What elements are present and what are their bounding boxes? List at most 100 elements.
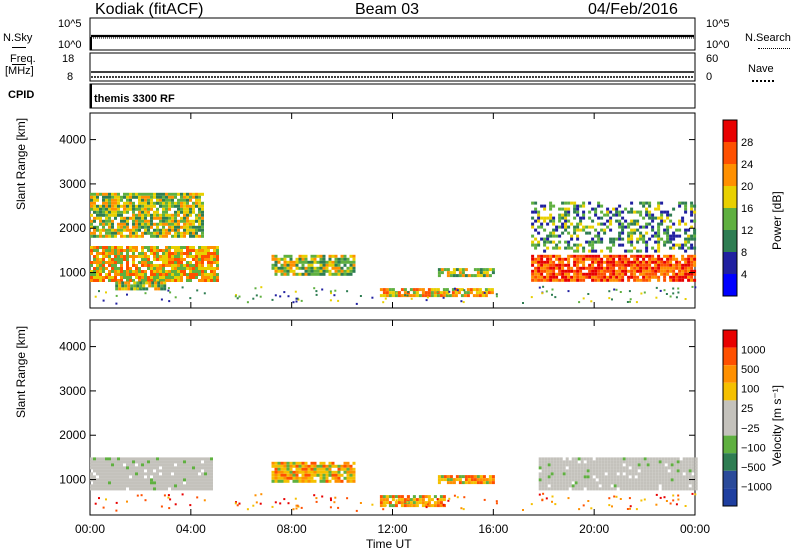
velocity-cell bbox=[304, 464, 308, 468]
velocity-cell bbox=[310, 467, 314, 471]
power-cell bbox=[286, 269, 290, 273]
velocity-cell bbox=[691, 475, 695, 479]
power-cell bbox=[90, 270, 93, 273]
velocity-cell bbox=[427, 498, 431, 502]
velocity-cell bbox=[562, 463, 566, 467]
velocity-noise bbox=[587, 500, 590, 502]
power-cell bbox=[316, 254, 320, 258]
power-cell bbox=[645, 272, 649, 276]
power-cell bbox=[340, 260, 344, 264]
power-cell bbox=[534, 257, 538, 261]
power-cell bbox=[552, 260, 556, 264]
power-cell bbox=[642, 225, 646, 229]
power-cell bbox=[534, 219, 538, 223]
power-cell bbox=[627, 263, 631, 267]
power-cell bbox=[645, 266, 649, 270]
velocity-cell bbox=[661, 475, 665, 479]
velocity-cell bbox=[349, 470, 353, 474]
power-cell bbox=[144, 246, 147, 249]
power-cell bbox=[555, 257, 559, 261]
power-cbar-swatch bbox=[723, 274, 737, 296]
velocity-noise bbox=[530, 503, 533, 506]
power-cell bbox=[684, 260, 688, 264]
power-cell bbox=[645, 263, 649, 267]
velocity-cell bbox=[592, 484, 596, 488]
power-cell bbox=[690, 246, 694, 250]
power-cell bbox=[473, 268, 477, 272]
power-cell bbox=[633, 266, 637, 270]
power-cell bbox=[216, 267, 219, 270]
power-cell bbox=[573, 231, 577, 235]
power-cell bbox=[183, 198, 186, 202]
power-noise bbox=[453, 287, 456, 290]
velocity-cell bbox=[207, 466, 210, 470]
velocity-cell bbox=[556, 472, 560, 476]
power-cell bbox=[331, 266, 335, 270]
power-cell bbox=[627, 225, 631, 229]
velocity-cell bbox=[619, 463, 623, 467]
power-cell bbox=[576, 278, 580, 282]
power-cell bbox=[162, 252, 165, 255]
velocity-noise bbox=[629, 507, 631, 510]
power-cell bbox=[90, 192, 93, 196]
power-cell bbox=[201, 234, 204, 238]
power-cell bbox=[216, 264, 219, 267]
power-cell bbox=[289, 269, 293, 273]
velocity-cell bbox=[117, 472, 120, 476]
power-cell bbox=[135, 213, 138, 217]
velocity-cell bbox=[286, 464, 290, 468]
power-cell bbox=[666, 216, 670, 220]
velocity-cell bbox=[553, 481, 557, 485]
power-cell bbox=[473, 274, 477, 278]
power-cell bbox=[105, 222, 108, 226]
velocity-cell bbox=[171, 478, 174, 482]
power-cell bbox=[558, 246, 562, 250]
power-cell bbox=[678, 201, 682, 205]
velocity-noise bbox=[102, 506, 105, 509]
power-cell bbox=[180, 276, 183, 279]
velocity-cell bbox=[111, 472, 114, 476]
power-cell bbox=[111, 270, 114, 273]
velocity-cell bbox=[307, 470, 311, 474]
power-cell bbox=[606, 254, 610, 258]
power-cell bbox=[603, 275, 607, 279]
power-cell bbox=[576, 234, 580, 238]
power-cell bbox=[204, 252, 207, 255]
velocity-cell bbox=[574, 466, 578, 470]
power-cell bbox=[531, 263, 535, 267]
power-cell bbox=[561, 278, 565, 282]
power-cell bbox=[693, 254, 697, 258]
velocity-cell bbox=[183, 472, 186, 476]
power-cell bbox=[675, 243, 679, 247]
power-cell bbox=[144, 276, 147, 279]
velocity-cell bbox=[192, 487, 195, 491]
power-cell bbox=[144, 204, 147, 208]
power-cell bbox=[132, 201, 135, 205]
velocity-cell bbox=[183, 466, 186, 470]
power-cell bbox=[651, 228, 655, 232]
power-cell bbox=[558, 213, 562, 217]
power-cell bbox=[192, 273, 195, 276]
velocity-cell bbox=[271, 479, 275, 483]
velocity-cell bbox=[631, 472, 635, 476]
power-cell bbox=[147, 261, 150, 264]
power-cell bbox=[537, 266, 541, 270]
power-cell bbox=[123, 195, 126, 199]
velocity-cell bbox=[595, 469, 599, 473]
velocity-cell bbox=[195, 484, 198, 488]
velocity-noise bbox=[611, 505, 613, 508]
power-cell bbox=[295, 263, 299, 267]
power-cell bbox=[403, 291, 407, 295]
velocity-cell bbox=[610, 475, 614, 479]
power-noise bbox=[330, 292, 332, 295]
velocity-cell bbox=[382, 501, 386, 505]
velocity-cell bbox=[461, 481, 465, 485]
power-cell bbox=[630, 240, 634, 244]
power-cell bbox=[663, 243, 667, 247]
velocity-cell bbox=[589, 487, 593, 491]
velocity-cell bbox=[427, 504, 431, 508]
velocity-cell bbox=[571, 487, 575, 491]
power-cell bbox=[123, 234, 126, 238]
power-cell bbox=[150, 204, 153, 208]
power-cell bbox=[141, 246, 144, 249]
